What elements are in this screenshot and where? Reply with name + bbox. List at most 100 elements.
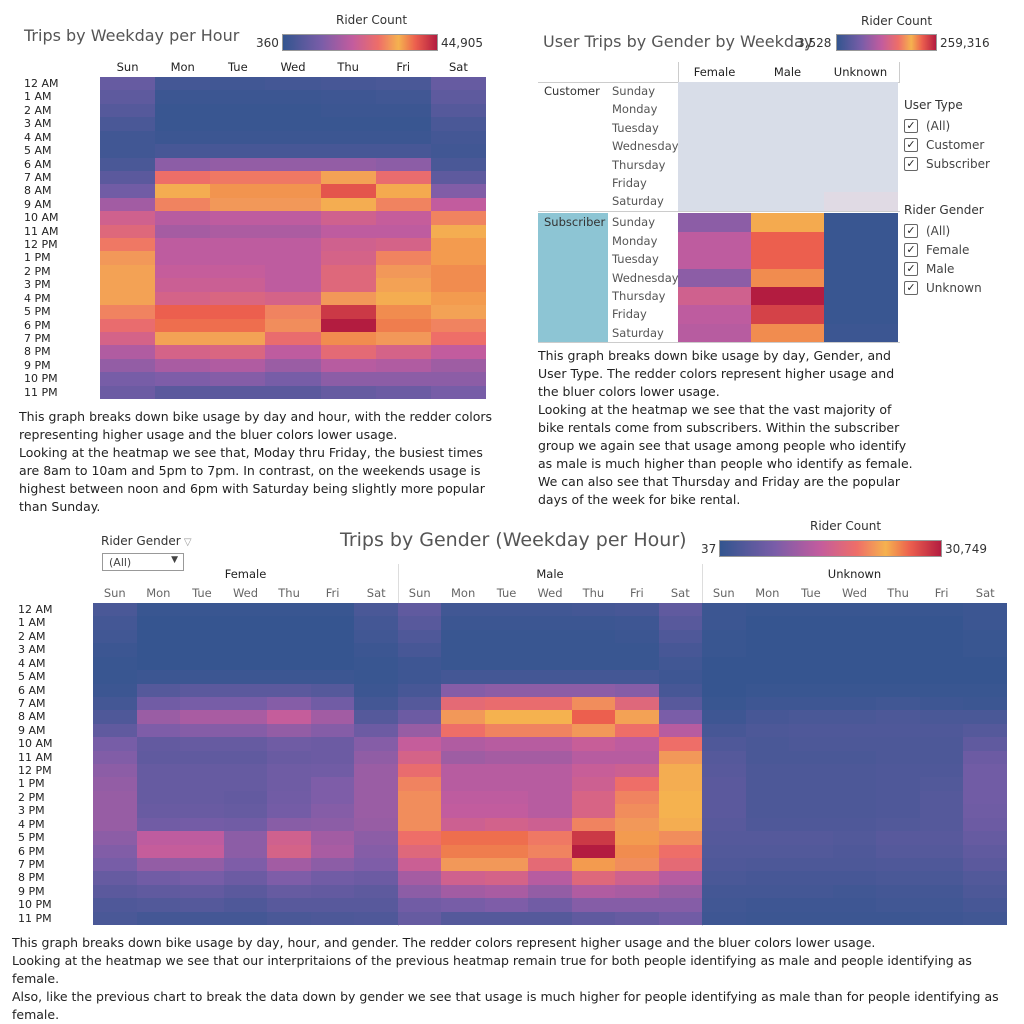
heatmap-cell — [265, 305, 322, 319]
heatmap-cell — [832, 871, 877, 886]
heatmap-cell — [678, 231, 752, 251]
heatmap-cell — [919, 643, 964, 658]
heatmap-cell — [155, 372, 211, 387]
checkbox[interactable]: ✓ — [904, 242, 918, 257]
column-label: Mon — [170, 60, 195, 74]
heatmap-cell — [223, 696, 268, 711]
heatmap-cell — [832, 804, 877, 819]
filter-option[interactable]: ✓ Subscriber — [904, 154, 1019, 173]
heatmap-cell — [751, 82, 825, 101]
row-label: 11 AM — [18, 750, 53, 764]
heatmap-cell — [484, 683, 529, 698]
heatmap-cell — [210, 197, 266, 212]
heatmap-cell — [876, 603, 921, 617]
filter-option[interactable]: ✓ Customer — [904, 135, 1019, 154]
heatmap-cell — [789, 804, 834, 819]
column-label: Sat — [975, 586, 995, 600]
heatmap-cell — [354, 817, 399, 832]
group-label: Customer — [544, 84, 600, 98]
heatmap-cell — [528, 898, 573, 913]
heatmap-cell — [398, 764, 442, 778]
heatmap-cell — [876, 656, 921, 671]
checkbox[interactable]: ✓ — [904, 223, 918, 238]
checkbox[interactable]: ✓ — [904, 137, 918, 152]
heatmap-cell — [375, 372, 432, 387]
heatmap-cell — [658, 737, 703, 752]
heatmap-cell — [267, 764, 312, 778]
filter-option[interactable]: ✓ Female — [904, 240, 1019, 259]
heatmap-cell — [180, 643, 225, 658]
heatmap-cell — [320, 103, 377, 118]
checkbox[interactable]: ✓ — [904, 261, 918, 276]
heatmap-cell — [265, 197, 322, 212]
heatmap-cell — [876, 616, 921, 631]
chart3-filter-title: Rider Gender ▽ — [101, 534, 192, 548]
heatmap-cell — [919, 817, 964, 832]
heatmap-cell — [310, 737, 355, 752]
row-label: Monday — [612, 102, 658, 117]
heatmap-cell — [571, 884, 616, 899]
filter-option[interactable]: ✓ (All) — [904, 221, 1019, 240]
heatmap-cell — [702, 656, 747, 671]
heatmap-cell — [136, 817, 181, 832]
heatmap-cell — [963, 616, 1008, 631]
heatmap-cell — [223, 857, 268, 872]
heatmap-cell — [571, 723, 616, 738]
heatmap-cell — [919, 737, 964, 752]
row-divider — [538, 210, 900, 212]
heatmap-cell — [267, 898, 312, 913]
checkbox[interactable]: ✓ — [904, 280, 918, 295]
heatmap-cell — [310, 603, 355, 617]
filter-option[interactable]: ✓ Unknown — [904, 278, 1019, 297]
heatmap-cell — [832, 616, 877, 631]
heatmap-cell — [615, 723, 660, 738]
heatmap-cell — [100, 144, 156, 158]
heatmap-cell — [441, 871, 486, 886]
heatmap-cell — [180, 696, 225, 711]
heatmap-cell — [484, 777, 529, 792]
rider-gender-dropdown-value: (All) — [109, 556, 132, 569]
heatmap-cell — [100, 372, 156, 387]
heatmap-cell — [398, 911, 442, 926]
checkbox[interactable]: ✓ — [904, 118, 918, 133]
heatmap-cell — [963, 603, 1008, 617]
row-label: 5 PM — [18, 831, 45, 845]
checkbox[interactable]: ✓ — [904, 156, 918, 171]
heatmap-cell — [180, 710, 225, 725]
heatmap-cell — [136, 670, 181, 684]
heatmap-cell — [267, 790, 312, 805]
heatmap-cell — [100, 103, 156, 118]
heatmap-cell — [430, 345, 487, 360]
filter-option[interactable]: ✓ (All) — [904, 116, 1019, 135]
heatmap-cell — [267, 804, 312, 819]
row-label: Sunday — [612, 84, 656, 98]
heatmap-cell — [919, 764, 964, 778]
column-label: Wed — [280, 60, 306, 74]
heatmap-cell — [155, 130, 211, 145]
heatmap-cell — [375, 103, 432, 118]
heatmap-cell — [876, 750, 921, 765]
heatmap-cell — [876, 911, 921, 926]
row-label: 9 PM — [24, 358, 51, 372]
heatmap-cell — [824, 137, 898, 157]
filter-option[interactable]: ✓ Male — [904, 259, 1019, 278]
heatmap-cell — [789, 723, 834, 738]
heatmap-cell — [210, 90, 266, 105]
heatmap-cell — [223, 898, 268, 913]
heatmap-cell — [180, 723, 225, 738]
heatmap-cell — [963, 656, 1008, 671]
rider-gender-dropdown[interactable]: (All) ▼ — [102, 553, 184, 571]
column-label: Sun — [103, 586, 126, 600]
chart2-legend-title: Rider Count — [861, 14, 933, 28]
heatmap-cell — [100, 331, 156, 346]
heatmap-cell — [223, 804, 268, 819]
heatmap-cell — [832, 670, 877, 684]
heatmap-cell — [398, 871, 442, 886]
heatmap-cell — [658, 750, 703, 765]
heatmap-cell — [484, 911, 529, 926]
heatmap-cell — [180, 670, 225, 684]
heatmap-cell — [375, 130, 432, 145]
heatmap-cell — [745, 656, 790, 671]
heatmap-cell — [678, 286, 752, 306]
heatmap-cell — [678, 137, 752, 157]
